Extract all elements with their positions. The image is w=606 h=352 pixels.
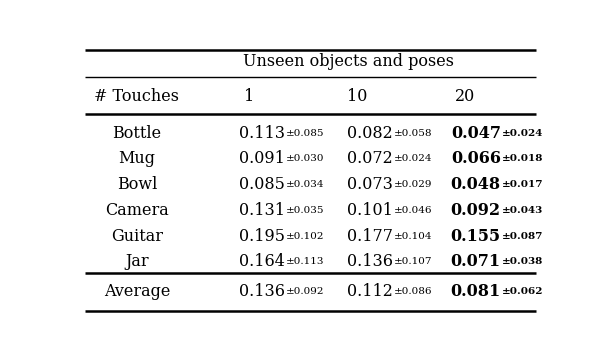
Text: 0.177: 0.177 [347,227,393,245]
Text: 0.101: 0.101 [347,202,393,219]
Text: 0.195: 0.195 [239,227,285,245]
Text: ±0.029: ±0.029 [394,180,433,189]
Text: Bottle: Bottle [112,125,161,142]
Text: ±0.043: ±0.043 [502,206,544,215]
Text: ±0.092: ±0.092 [286,287,325,296]
Text: 0.136: 0.136 [239,283,285,300]
Text: 0.136: 0.136 [347,253,393,270]
Text: ±0.035: ±0.035 [286,206,325,215]
Text: ±0.062: ±0.062 [502,287,544,296]
Text: ±0.018: ±0.018 [502,154,544,163]
Text: ±0.017: ±0.017 [502,180,544,189]
Text: 0.164: 0.164 [239,253,285,270]
Text: # Touches: # Touches [95,88,179,105]
Text: ±0.087: ±0.087 [502,232,544,240]
Text: 0.082: 0.082 [347,125,393,142]
Text: 10: 10 [347,88,368,105]
Text: 20: 20 [456,88,476,105]
Text: ±0.107: ±0.107 [394,257,433,266]
Text: ±0.102: ±0.102 [286,232,325,240]
Text: 0.072: 0.072 [347,150,393,167]
Text: Bowl: Bowl [116,176,157,193]
Text: 0.113: 0.113 [239,125,285,142]
Text: ±0.024: ±0.024 [394,154,433,163]
Text: 0.066: 0.066 [451,150,501,167]
Text: 0.112: 0.112 [347,283,393,300]
Text: ±0.034: ±0.034 [286,180,325,189]
Text: ±0.058: ±0.058 [394,128,433,138]
Text: Jar: Jar [125,253,148,270]
Text: Unseen objects and poses: Unseen objects and poses [242,53,454,70]
Text: Average: Average [104,283,170,300]
Text: Guitar: Guitar [111,227,163,245]
Text: ±0.086: ±0.086 [394,287,433,296]
Text: 0.131: 0.131 [239,202,285,219]
Text: ±0.038: ±0.038 [502,257,544,266]
Text: ±0.113: ±0.113 [286,257,325,266]
Text: Mug: Mug [118,150,155,167]
Text: 0.048: 0.048 [451,176,501,193]
Text: 0.085: 0.085 [239,176,285,193]
Text: 1: 1 [244,88,255,105]
Text: 0.155: 0.155 [451,227,501,245]
Text: 0.047: 0.047 [451,125,501,142]
Text: ±0.030: ±0.030 [286,154,325,163]
Text: 0.091: 0.091 [239,150,285,167]
Text: ±0.104: ±0.104 [394,232,433,240]
Text: ±0.024: ±0.024 [502,128,544,138]
Text: 0.092: 0.092 [451,202,501,219]
Text: 0.071: 0.071 [451,253,501,270]
Text: Camera: Camera [105,202,168,219]
Text: 0.081: 0.081 [450,283,501,300]
Text: ±0.046: ±0.046 [394,206,433,215]
Text: ±0.085: ±0.085 [286,128,325,138]
Text: 0.073: 0.073 [347,176,393,193]
